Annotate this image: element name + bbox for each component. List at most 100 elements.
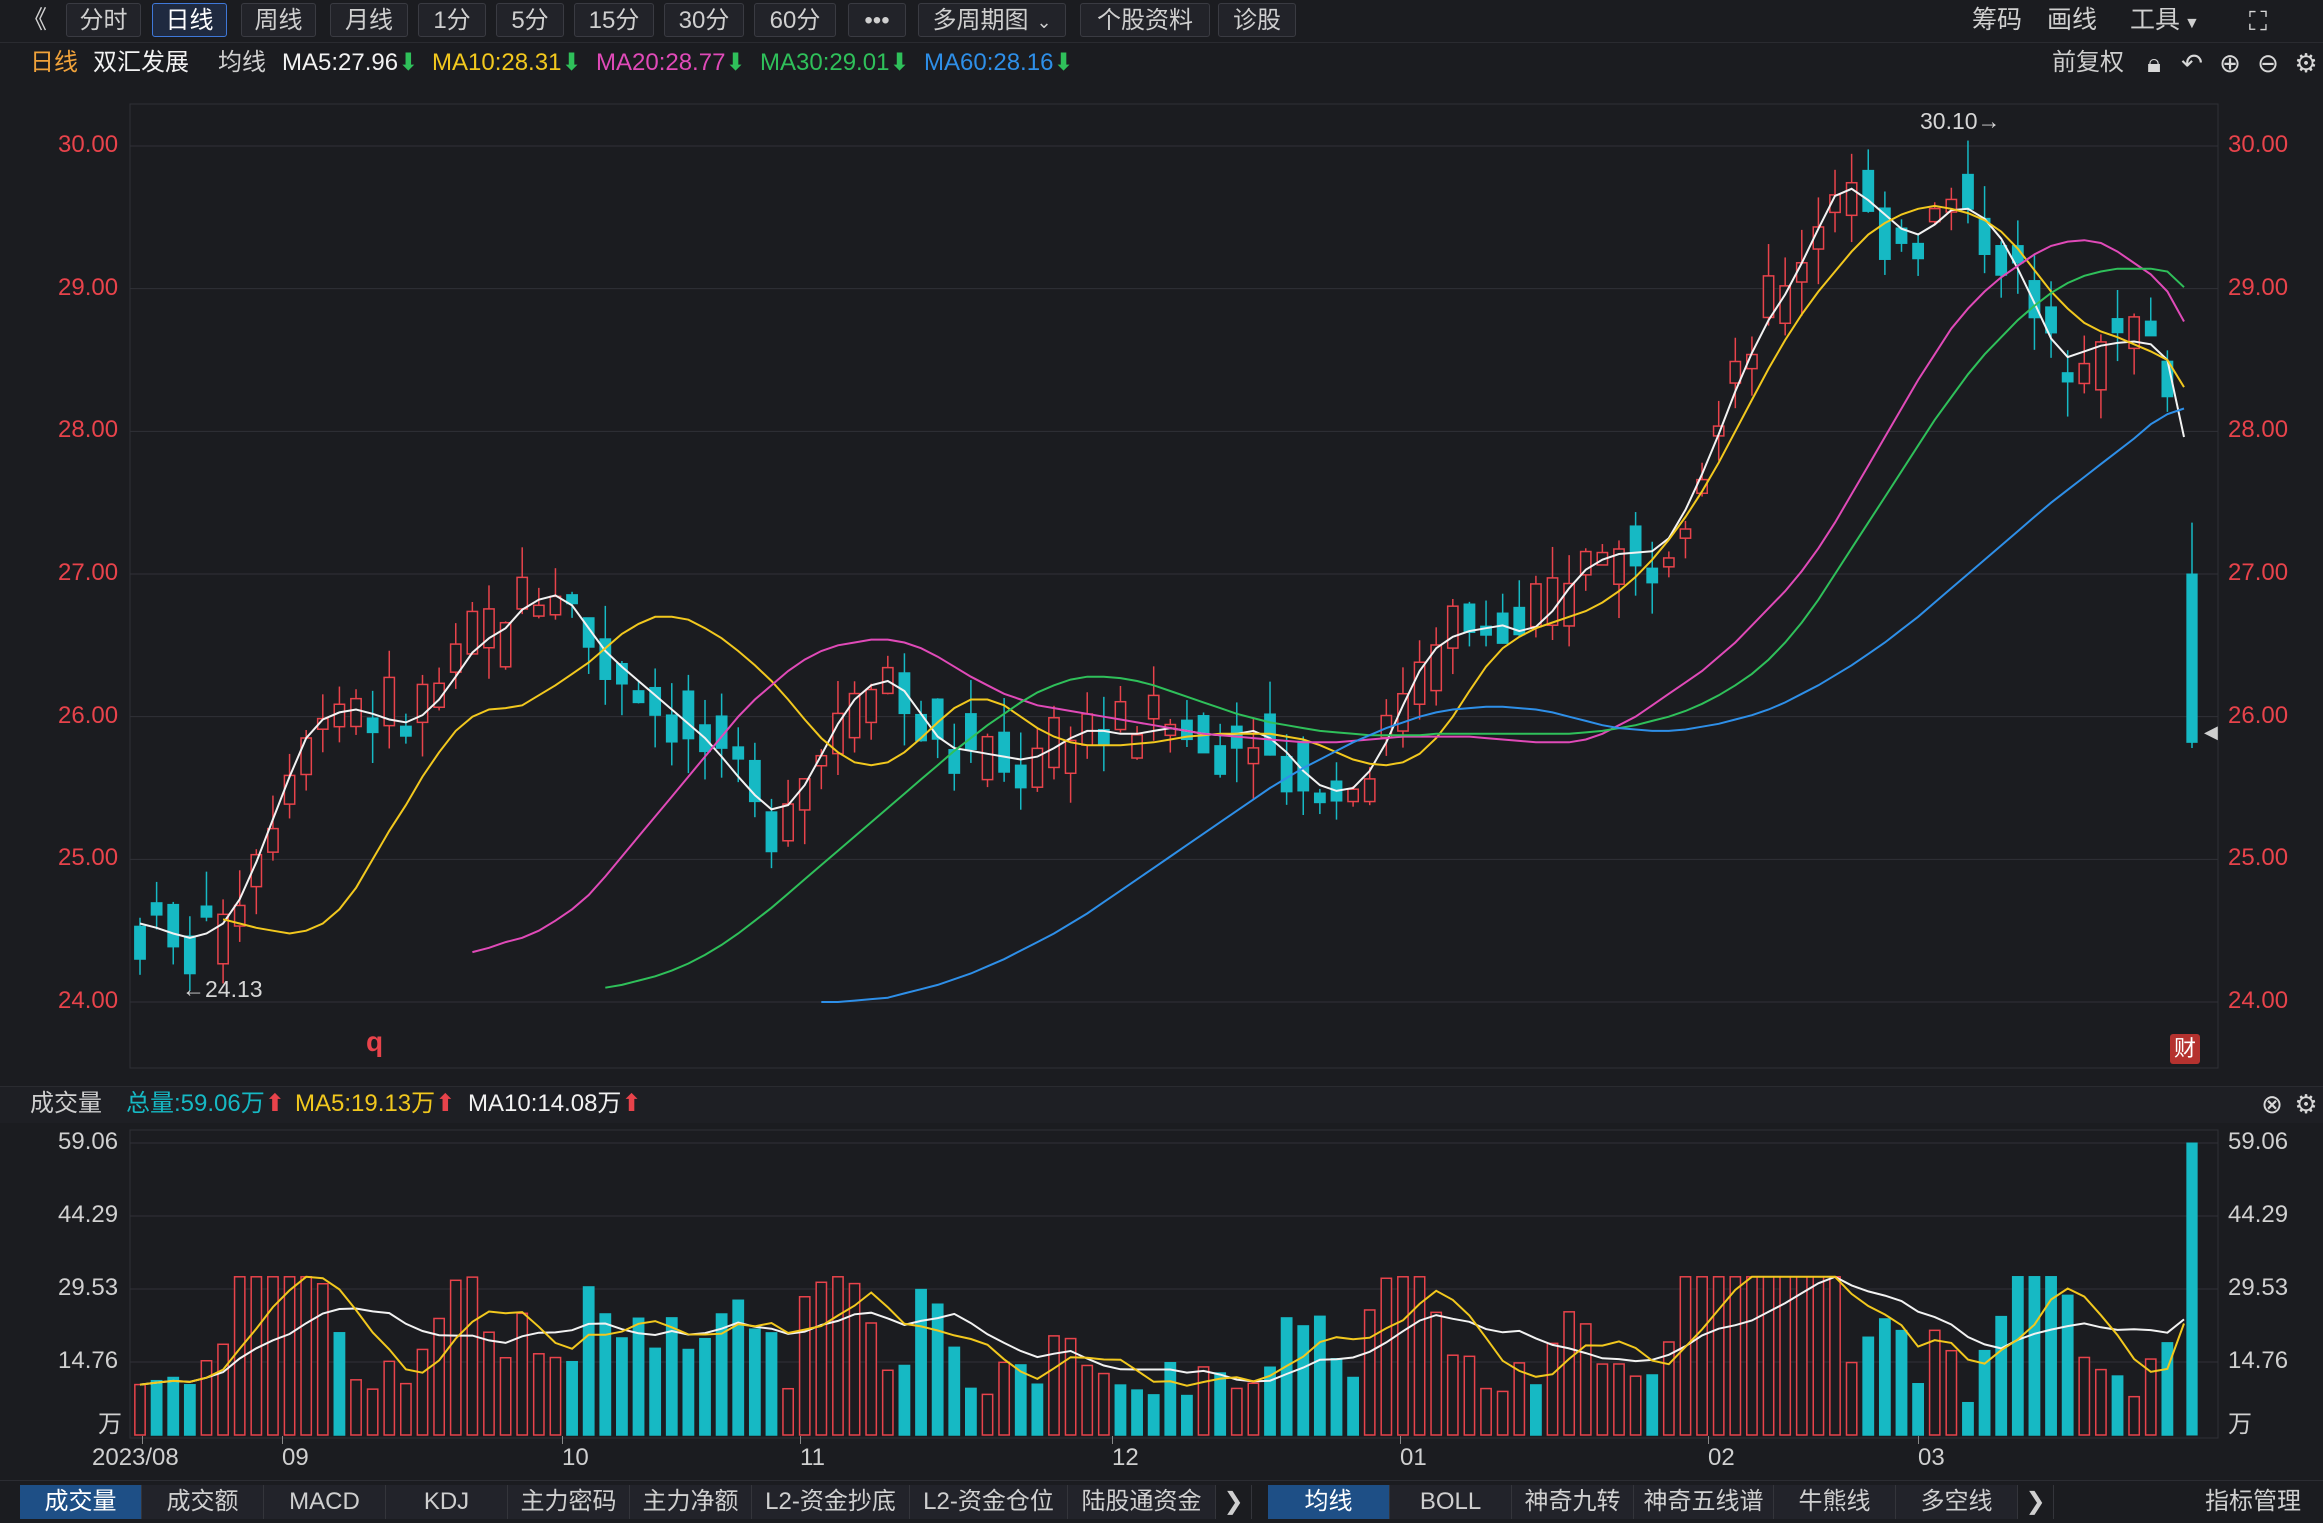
- multi-period-button[interactable]: 多周期图 ⌄: [918, 3, 1066, 37]
- tab-5min[interactable]: 5分: [496, 3, 564, 37]
- draw-line-button[interactable]: 画线: [2047, 6, 2098, 34]
- volume-bar: [2144, 1358, 2157, 1436]
- tab-daily[interactable]: 日线: [152, 3, 227, 37]
- volume-bar: [616, 1337, 628, 1436]
- tab-l2-bottom[interactable]: L2-资金抄底: [752, 1485, 910, 1519]
- candlestick-chart[interactable]: [0, 84, 2323, 1084]
- volume-bar: [1878, 1318, 1891, 1436]
- tab-main-force-net[interactable]: 主力净额: [630, 1485, 752, 1519]
- candle-body: [2078, 362, 2091, 385]
- up-arrow-icon: ⬆: [264, 1090, 285, 1117]
- volume-bar: [1712, 1276, 1725, 1436]
- tab-turnover[interactable]: 成交额: [142, 1485, 264, 1519]
- tab-l2-position[interactable]: L2-资金仓位: [910, 1485, 1068, 1519]
- candle-body: [1646, 567, 1659, 584]
- zoom-in-icon[interactable]: ⊕: [2219, 48, 2241, 78]
- diagnose-button[interactable]: 诊股: [1218, 3, 1296, 37]
- candle-body: [333, 703, 346, 728]
- tab-60min[interactable]: 60分: [754, 3, 836, 37]
- zoom-out-icon[interactable]: ⊖: [2257, 48, 2279, 78]
- candle-body: [1928, 207, 1941, 223]
- volume-tick-label: 万: [2228, 1411, 2252, 1438]
- candle-body: [217, 913, 229, 965]
- stock-profile-button[interactable]: 个股资料: [1080, 3, 1210, 37]
- candle-body: [998, 731, 1011, 773]
- scroll-right-icon[interactable]: ❯: [1216, 1485, 1252, 1519]
- adjust-mode-label[interactable]: 前复权: [2052, 49, 2124, 76]
- tab-15min[interactable]: 15分: [574, 3, 654, 37]
- volume-bar: [2161, 1342, 2174, 1436]
- price-tick-label: 29.00: [58, 273, 119, 301]
- price-tick-label: 26.00: [58, 701, 119, 729]
- date-tick-mark: [1918, 1436, 1919, 1444]
- tab-30min[interactable]: 30分: [664, 3, 744, 37]
- tab-magic-nine[interactable]: 神奇九转: [1512, 1485, 1634, 1519]
- volume-bar: [1313, 1315, 1326, 1436]
- volume-bar: [2011, 1276, 2024, 1436]
- close-indicator-icon[interactable]: ⊗: [2261, 1089, 2283, 1119]
- tab-1min[interactable]: 1分: [418, 3, 486, 37]
- candle-body: [1247, 747, 1260, 765]
- candle-body: [964, 713, 977, 751]
- lock-icon[interactable]: 🔒︎: [2147, 48, 2161, 78]
- tab-bull-bear[interactable]: 牛熊线: [1774, 1485, 1896, 1519]
- candle-body: [682, 690, 695, 740]
- tab-monthly[interactable]: 月线: [330, 3, 408, 37]
- candle-body: [366, 717, 379, 734]
- ma30-value: MA30:29.01⬇: [760, 49, 910, 76]
- ma-label[interactable]: 均线: [218, 49, 266, 76]
- more-button[interactable]: •••: [848, 3, 906, 37]
- undo-icon[interactable]: ↶: [2181, 48, 2203, 78]
- tab-northbound[interactable]: 陆股通资金: [1068, 1485, 1216, 1519]
- back-icon[interactable]: 《: [22, 6, 48, 34]
- volume-bar: [1646, 1374, 1659, 1436]
- candle-body: [549, 595, 562, 616]
- volume-bar: [1463, 1355, 1476, 1436]
- price-tick-label: 24.00: [58, 987, 119, 1014]
- tab-macd[interactable]: MACD: [264, 1485, 386, 1519]
- candle-body: [433, 682, 446, 708]
- candle-body: [1430, 644, 1443, 692]
- candle-body: [1014, 764, 1027, 789]
- date-tick-label: 02: [1708, 1444, 1735, 1471]
- tab-volume[interactable]: 成交量: [20, 1485, 142, 1519]
- tab-ma[interactable]: 均线: [1268, 1485, 1390, 1519]
- volume-chart[interactable]: [0, 1122, 2323, 1442]
- volume-bar: [732, 1299, 745, 1436]
- volume-bar: [2078, 1356, 2091, 1436]
- volume-bar: [566, 1360, 578, 1436]
- tab-main-force-code[interactable]: 主力密码: [508, 1485, 630, 1519]
- tab-long-short[interactable]: 多空线: [1896, 1485, 2018, 1519]
- tab-intraday[interactable]: 分时: [66, 3, 141, 37]
- chips-button[interactable]: 筹码: [1972, 6, 2023, 34]
- event-marker[interactable]: q: [366, 1026, 384, 1057]
- volume-bar: [1563, 1311, 1576, 1436]
- candle-body: [1363, 778, 1376, 803]
- current-price-marker-icon: ◀: [2204, 722, 2218, 742]
- tab-kdj[interactable]: KDJ: [386, 1485, 508, 1519]
- volume-tick-label: 59.06: [2228, 1128, 2289, 1155]
- fullscreen-icon[interactable]: ⛶: [2248, 6, 2268, 36]
- candle-body: [1629, 525, 1642, 567]
- volume-bar: [283, 1276, 296, 1436]
- tools-menu[interactable]: 工具 ▼: [2130, 3, 2200, 37]
- candle-body: [1878, 207, 1891, 260]
- financial-report-badge[interactable]: 财: [2170, 1034, 2200, 1064]
- indicator-manager-button[interactable]: 指标管理: [2190, 1485, 2316, 1519]
- date-tick-mark: [1112, 1436, 1113, 1444]
- candle-body: [167, 903, 180, 948]
- volume-settings-gear-icon[interactable]: ⚙: [2294, 1089, 2318, 1119]
- volume-bar: [134, 1383, 146, 1436]
- price-tick-label: 24.00: [2228, 987, 2289, 1014]
- volume-tick-label: 14.76: [2228, 1347, 2289, 1375]
- tab-weekly[interactable]: 周线: [241, 3, 316, 37]
- tab-magic-five[interactable]: 神奇五线谱: [1634, 1485, 1774, 1519]
- candle-body: [1912, 242, 1925, 260]
- scroll-right-icon[interactable]: ❯: [2018, 1485, 2054, 1519]
- candle-body: [981, 735, 994, 781]
- tab-boll[interactable]: BOLL: [1390, 1485, 1512, 1519]
- settings-gear-icon[interactable]: ⚙: [2294, 48, 2318, 78]
- date-tick-mark: [562, 1436, 563, 1444]
- volume-bar: [2028, 1276, 2041, 1436]
- volume-bar: [1795, 1276, 1808, 1436]
